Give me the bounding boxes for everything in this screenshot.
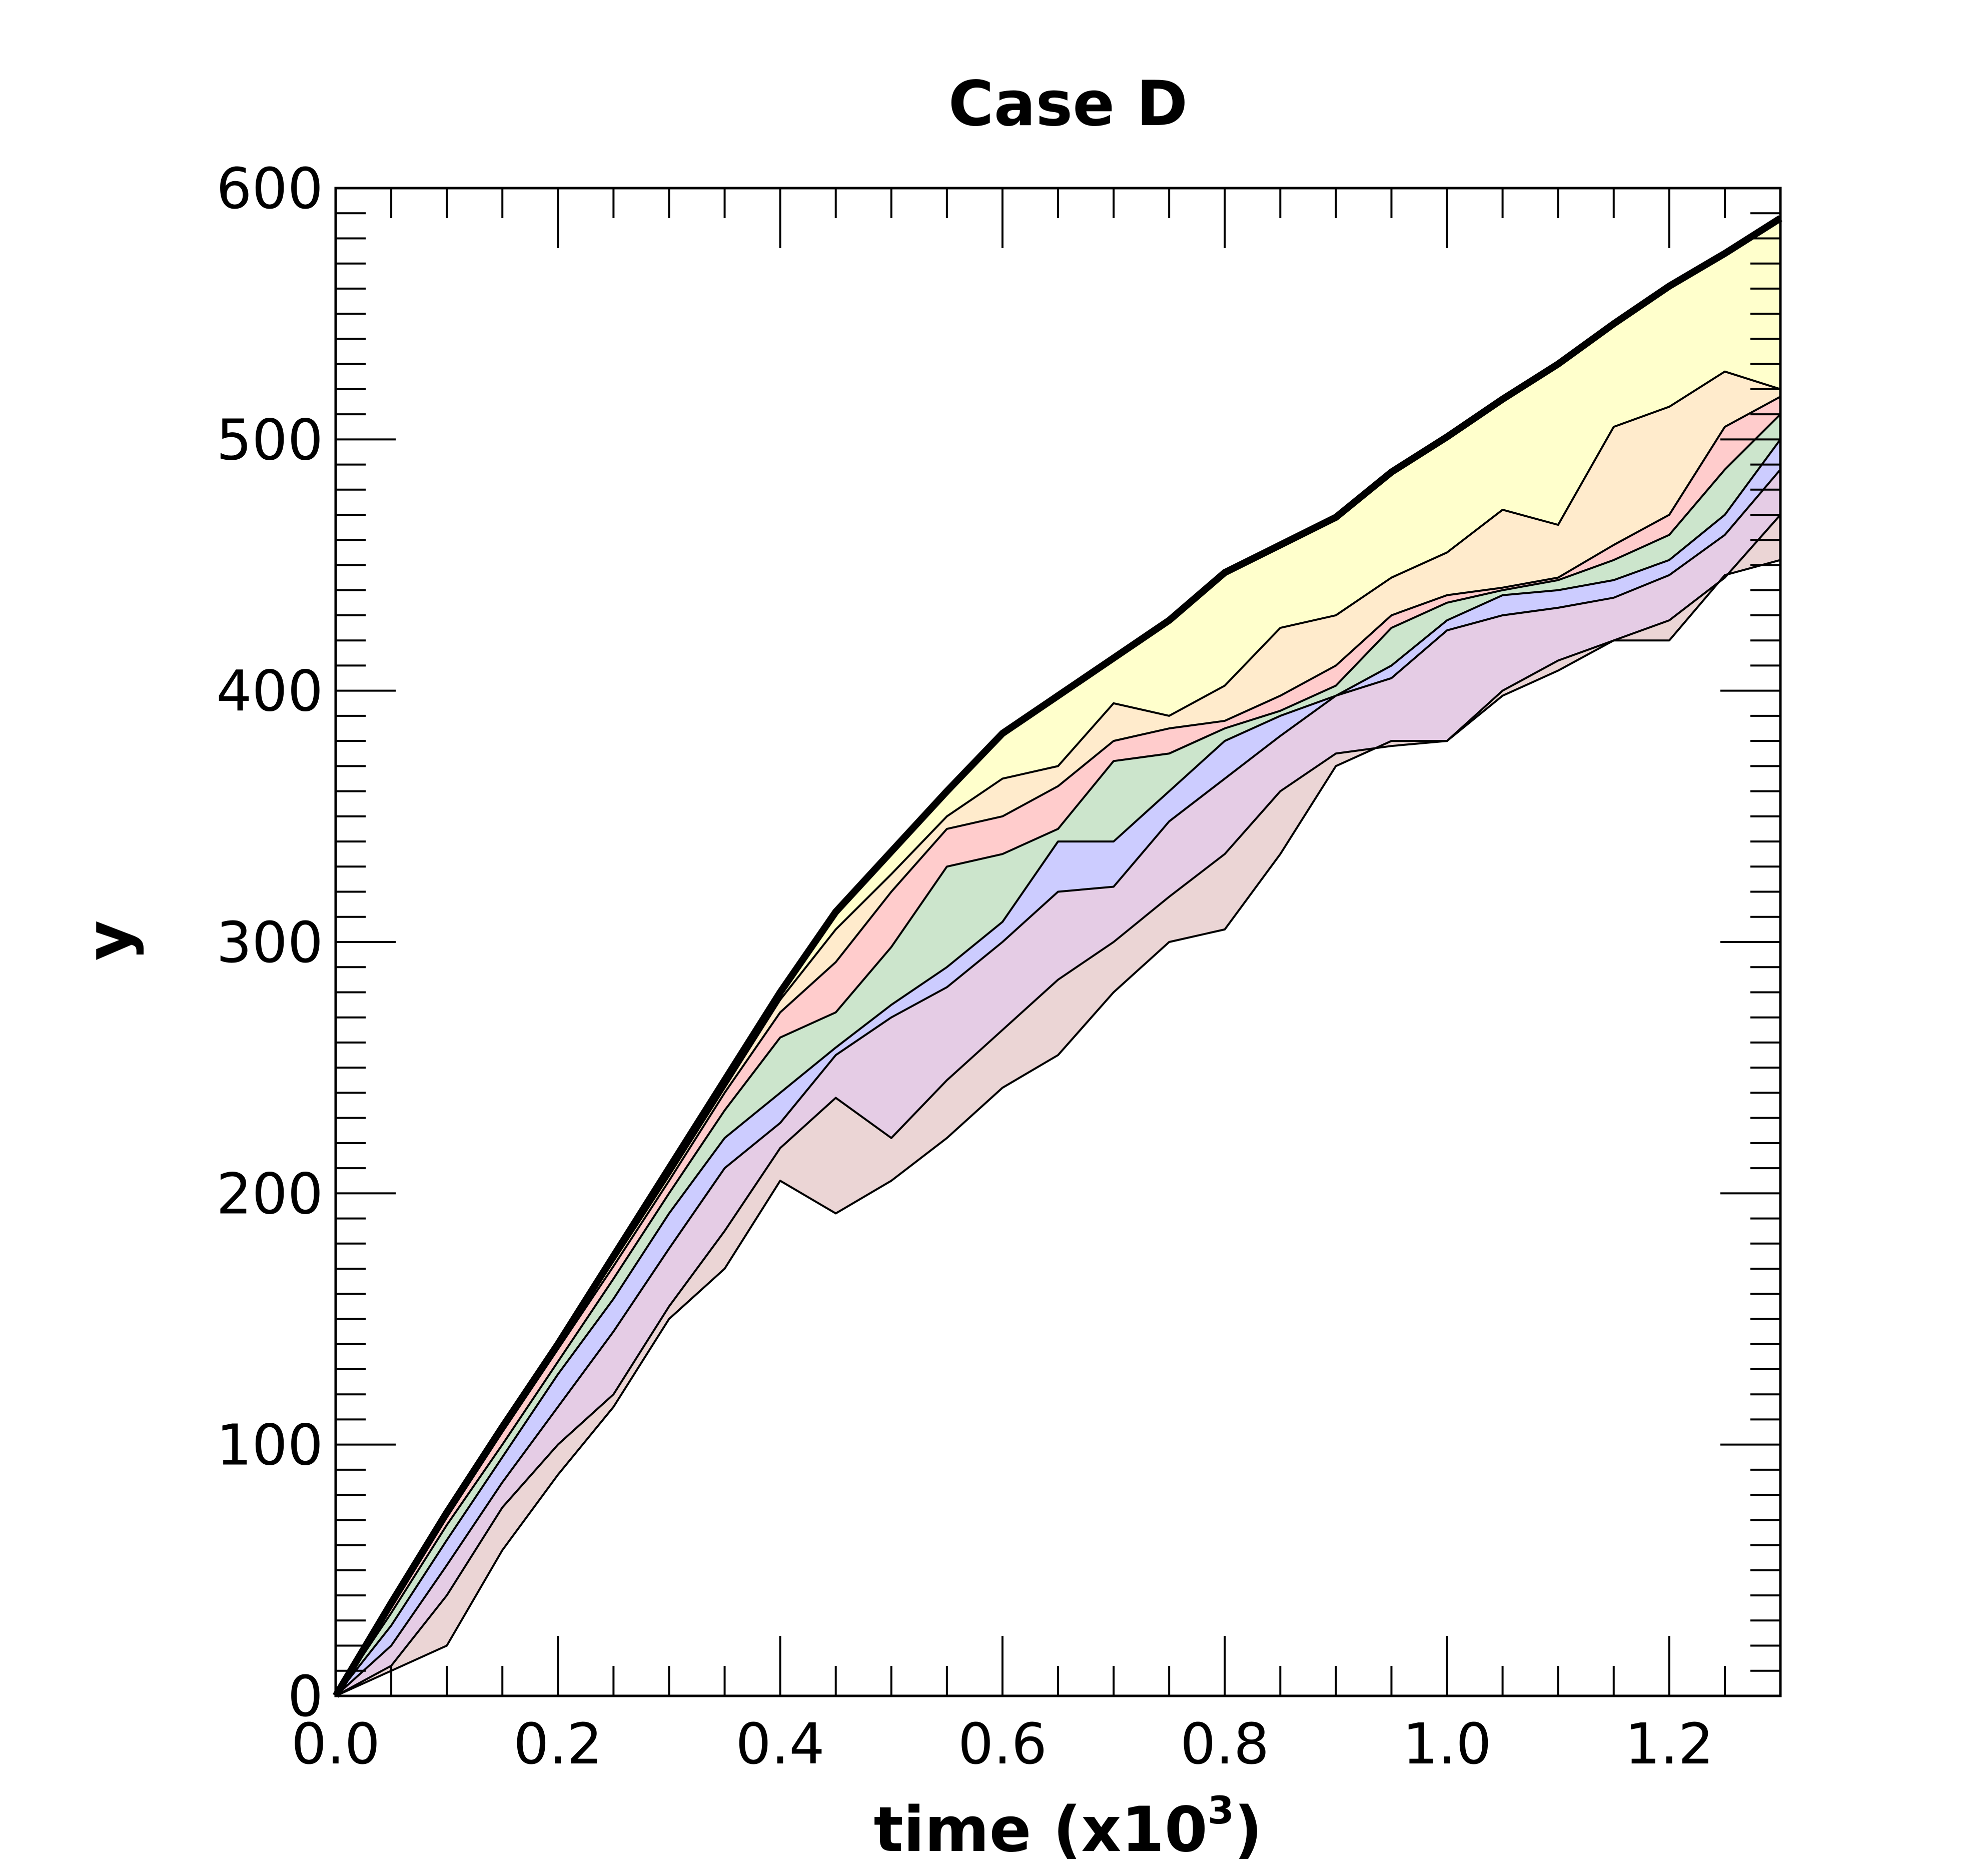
x-axis-label: time (x103) [873,1788,1262,1866]
x-tick-label: 1.2 [1625,1712,1714,1777]
y-tick-label: 0 [288,1664,323,1729]
x-tick-label: 0.6 [958,1712,1047,1777]
boundary-line-top [332,215,1782,1698]
y-tick-label: 300 [216,910,323,976]
y-tick-labels: 0 100 200 300 400 500 600 [216,157,323,1729]
boundary-line-b7 [335,559,1781,1697]
x-tick-label: 1.0 [1402,1712,1491,1777]
x-tick-label: 0.4 [736,1712,825,1777]
x-tick-labels: 0.0 0.2 0.4 0.6 0.8 1.0 1.2 [291,1712,1714,1777]
y-tick-label: 600 [216,157,323,222]
area-bands [336,218,1780,1696]
axis-ticks [335,187,1781,1697]
boundary-line-b2 [335,396,1781,1697]
area-band-1 [336,218,1780,1696]
boundary-line-b5 [335,469,1781,1697]
boundary-line-b4 [335,439,1781,1697]
boundary-line-b6 [335,514,1781,1697]
area-band-6 [336,469,1780,1696]
x-tick-label: 0.2 [513,1712,602,1777]
x-tick-label: 0.0 [291,1712,380,1777]
y-axis-label: y [73,920,145,961]
y-tick-label: 200 [216,1162,323,1227]
boundary-line-b1 [335,370,1781,1697]
y-tick-label: 100 [216,1413,323,1478]
boundary-line-b3 [335,413,1781,1697]
x-tick-label: 0.8 [1180,1712,1269,1777]
boundary-lines [332,215,1782,1698]
area-band-2 [336,371,1780,1696]
y-tick-label: 500 [216,408,323,473]
y-tick-label: 400 [216,659,323,724]
chart-title: Case D [948,68,1188,140]
